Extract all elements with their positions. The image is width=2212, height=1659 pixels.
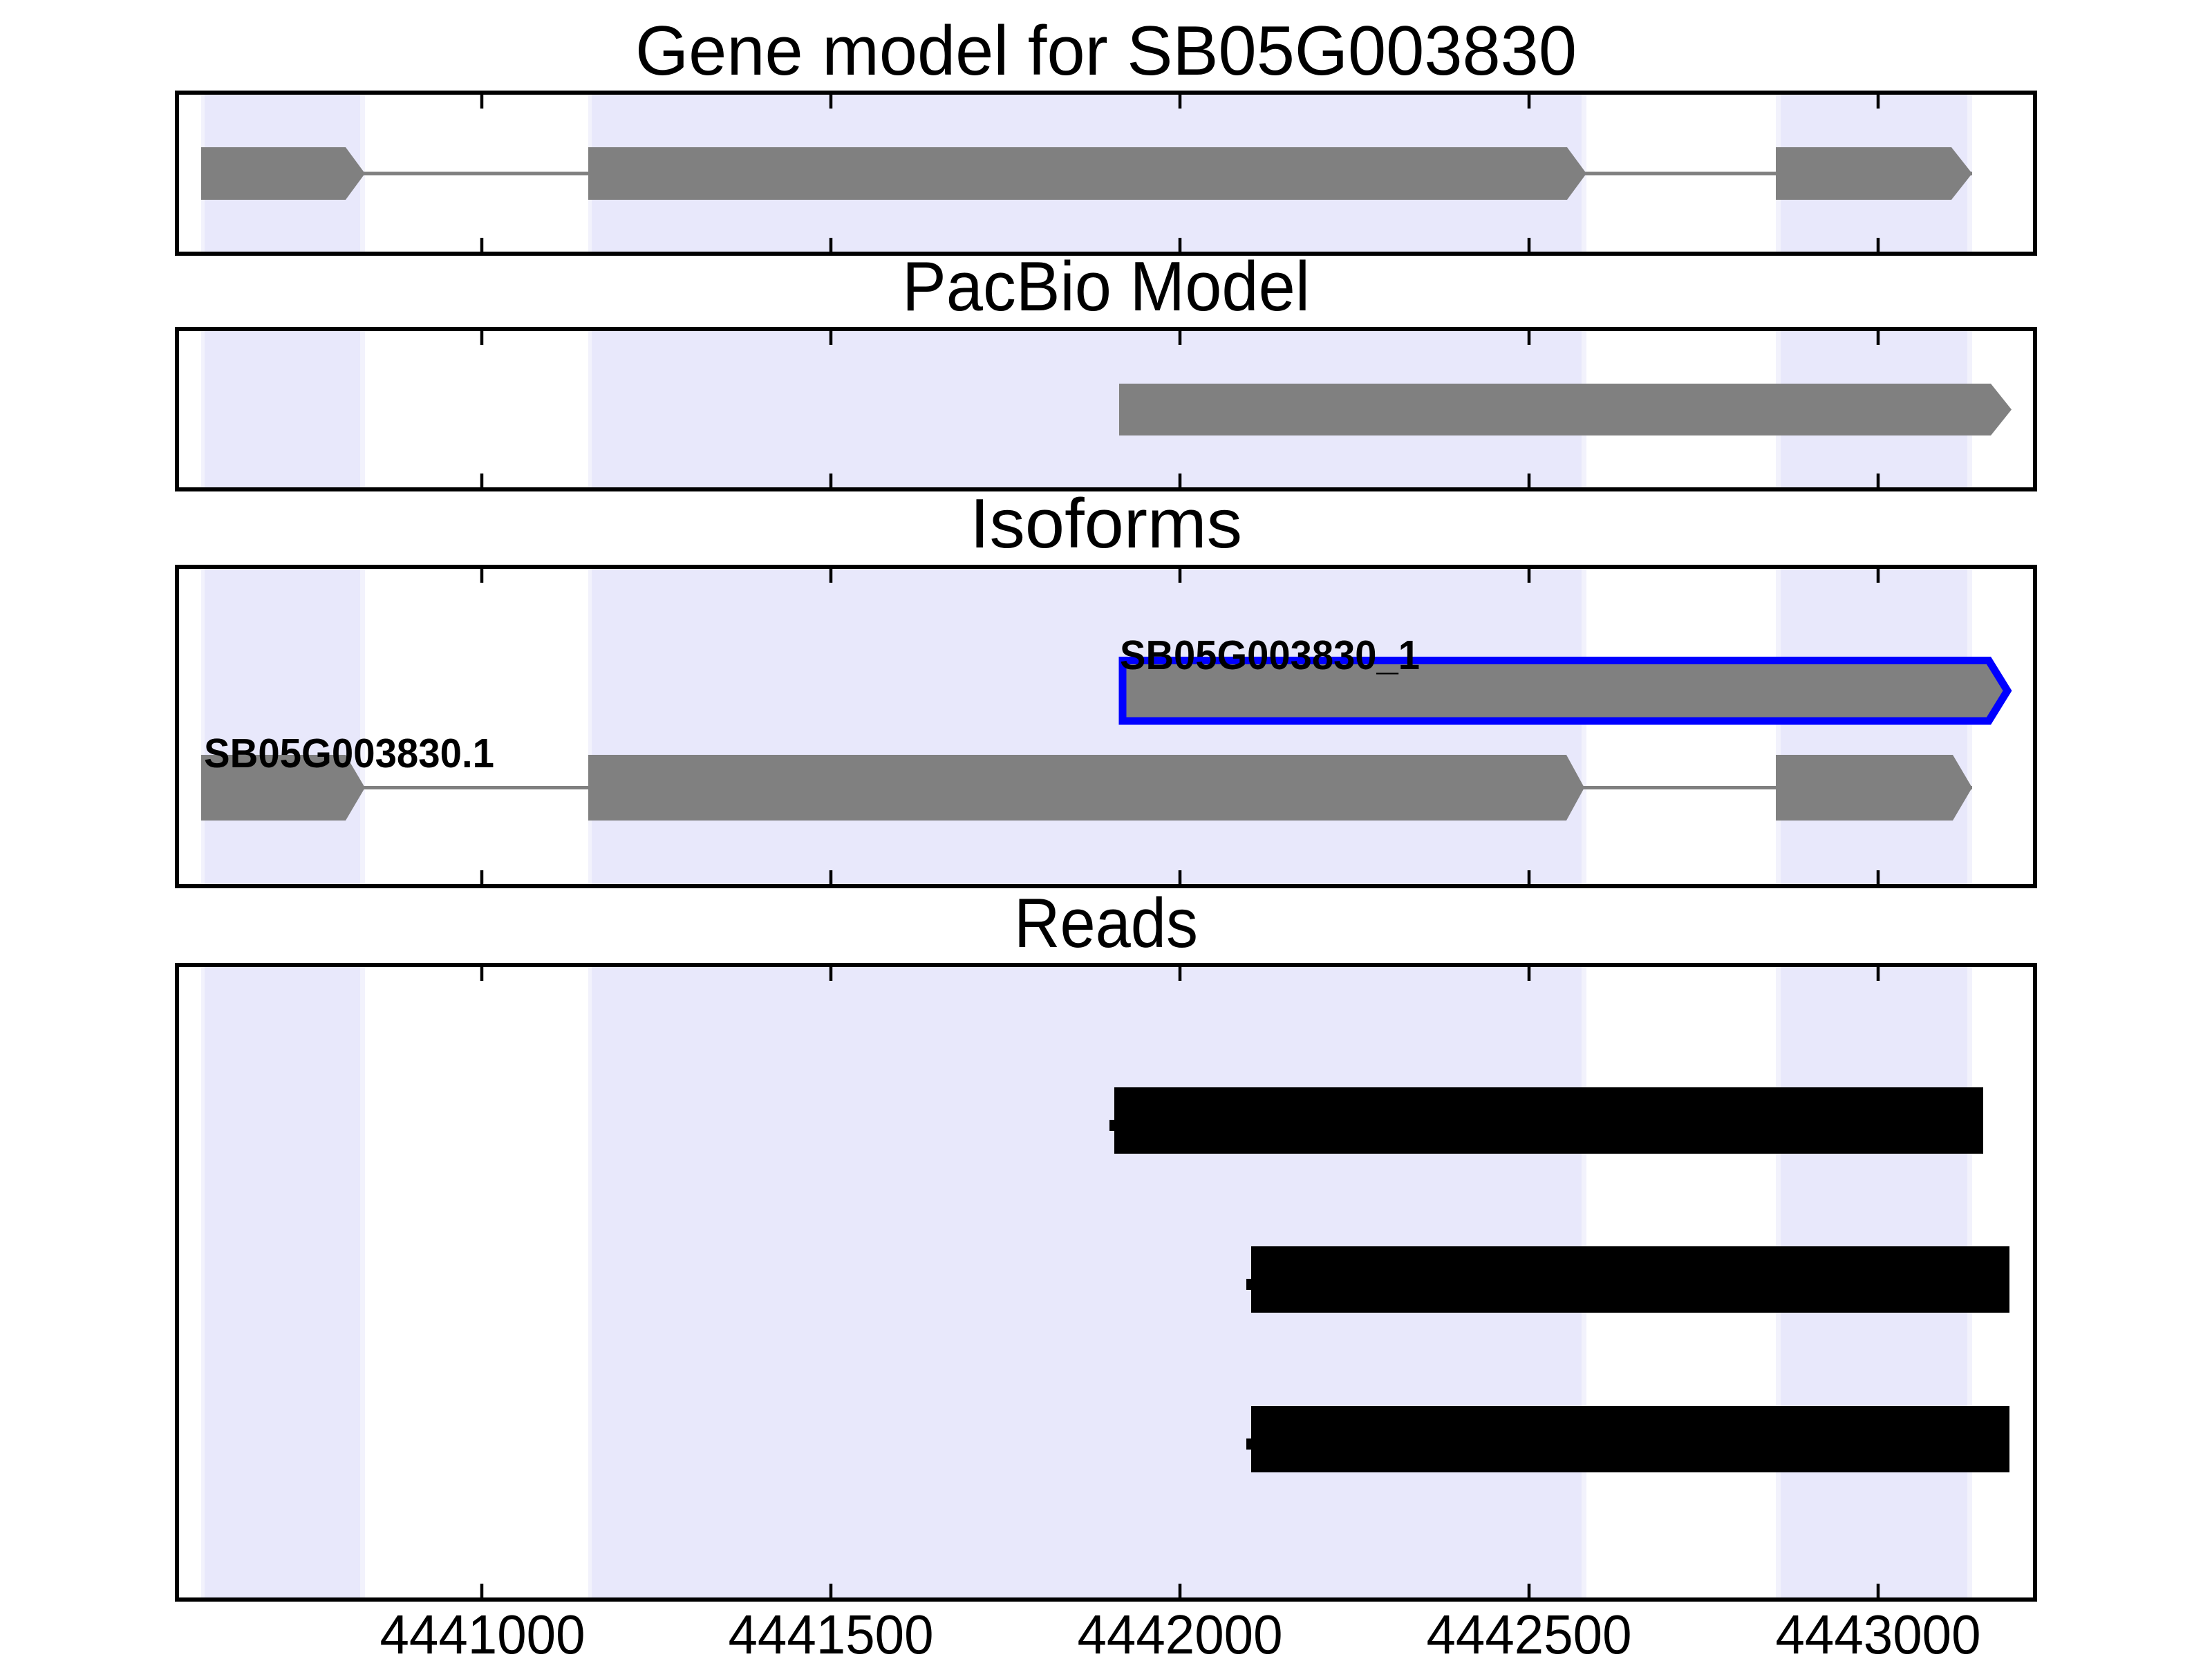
svg-text:4441500: 4441500 bbox=[729, 1604, 934, 1659]
svg-text:SB05G003830.1: SB05G003830.1 bbox=[204, 731, 494, 776]
svg-text:4443000: 4443000 bbox=[1776, 1604, 1981, 1659]
svg-text:4442000: 4442000 bbox=[1078, 1604, 1283, 1659]
svg-text:PacBio Model: PacBio Model bbox=[902, 248, 1310, 326]
svg-text:SB05G003830_1: SB05G003830_1 bbox=[1120, 632, 1420, 678]
svg-text:Gene model for SB05G003830: Gene model for SB05G003830 bbox=[635, 12, 1577, 90]
svg-text:4441000: 4441000 bbox=[380, 1604, 585, 1659]
svg-text:Isoforms: Isoforms bbox=[970, 485, 1242, 563]
svg-text:4442500: 4442500 bbox=[1427, 1604, 1632, 1659]
svg-text:Reads: Reads bbox=[1014, 885, 1198, 962]
